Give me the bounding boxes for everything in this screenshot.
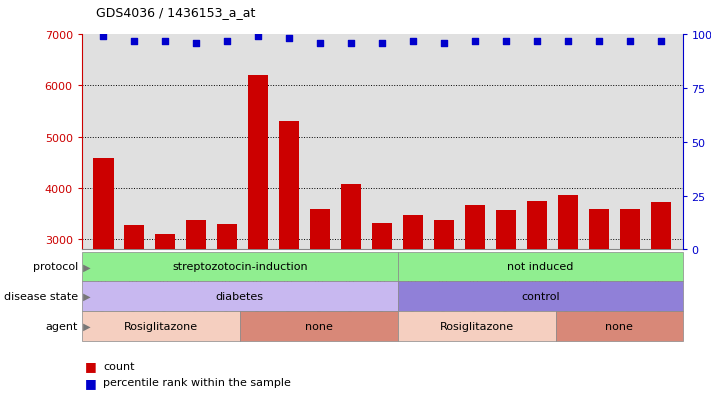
Point xyxy=(624,38,636,45)
Bar xyxy=(496,211,516,393)
Text: none: none xyxy=(605,321,634,331)
Point xyxy=(593,38,604,45)
Bar xyxy=(124,225,144,393)
Bar xyxy=(465,206,485,393)
Bar xyxy=(155,235,176,393)
Point xyxy=(160,38,171,45)
Point xyxy=(531,38,542,45)
Point xyxy=(252,34,264,40)
Bar xyxy=(310,210,331,393)
Point xyxy=(97,34,109,40)
Bar xyxy=(434,221,454,393)
Point xyxy=(284,36,295,43)
Text: ▶: ▶ xyxy=(80,321,90,331)
Text: none: none xyxy=(305,321,333,331)
Text: ■: ■ xyxy=(85,376,97,389)
Point xyxy=(377,40,388,47)
Point xyxy=(439,40,450,47)
Bar xyxy=(248,76,268,393)
Bar xyxy=(279,121,299,393)
Point xyxy=(314,40,326,47)
Bar xyxy=(372,224,392,393)
Text: streptozotocin-induction: streptozotocin-induction xyxy=(172,262,308,272)
Text: Rosiglitazone: Rosiglitazone xyxy=(440,321,514,331)
Point xyxy=(469,38,481,45)
Bar xyxy=(527,201,547,393)
Point xyxy=(346,40,357,47)
Bar xyxy=(558,195,578,393)
Text: protocol: protocol xyxy=(33,262,78,272)
Text: percentile rank within the sample: percentile rank within the sample xyxy=(103,377,291,387)
Bar xyxy=(186,220,206,393)
Text: disease state: disease state xyxy=(4,292,78,301)
Text: GDS4036 / 1436153_a_at: GDS4036 / 1436153_a_at xyxy=(96,6,255,19)
Point xyxy=(562,38,574,45)
Bar xyxy=(651,203,671,393)
Point xyxy=(191,40,202,47)
Bar xyxy=(620,210,640,393)
Point xyxy=(501,38,512,45)
Text: count: count xyxy=(103,361,134,371)
Bar xyxy=(341,185,361,393)
Text: diabetes: diabetes xyxy=(216,292,264,301)
Bar xyxy=(93,159,114,393)
Text: not induced: not induced xyxy=(507,262,574,272)
Text: ▶: ▶ xyxy=(80,262,90,272)
Bar xyxy=(218,225,237,393)
Point xyxy=(222,38,233,45)
Bar xyxy=(589,210,609,393)
Bar xyxy=(403,215,423,393)
Text: Rosiglitazone: Rosiglitazone xyxy=(124,321,198,331)
Text: agent: agent xyxy=(46,321,78,331)
Point xyxy=(129,38,140,45)
Point xyxy=(656,38,667,45)
Point xyxy=(407,38,419,45)
Text: control: control xyxy=(521,292,560,301)
Text: ▶: ▶ xyxy=(80,292,90,301)
Text: ■: ■ xyxy=(85,359,97,373)
